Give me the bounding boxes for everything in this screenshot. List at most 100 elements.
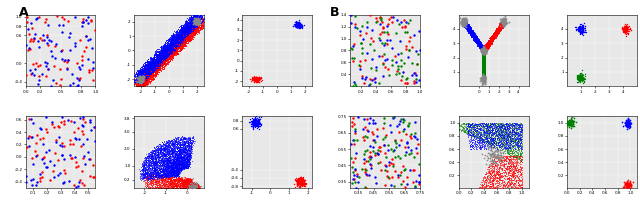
Point (175, 35, 185, 39)
Point (514, 144, 524, 147)
Point (488, 142, 499, 145)
Point (168, 48, 179, 52)
Point (480, 78, 490, 81)
Point (186, 187, 196, 190)
Point (173, 147, 184, 150)
Point (478, 75, 488, 78)
Point (467, 33, 477, 37)
Point (150, 67, 161, 70)
Point (253, 118, 264, 121)
Point (181, 147, 191, 150)
Point (153, 187, 163, 191)
Point (506, 158, 516, 162)
Point (179, 199, 189, 203)
Point (182, 38, 193, 41)
Point (154, 70, 164, 73)
Point (489, 145, 499, 148)
Point (181, 34, 191, 37)
Point (493, 133, 503, 136)
Point (161, 208, 171, 209)
Point (157, 52, 167, 56)
Point (161, 160, 172, 164)
Point (189, 28, 200, 31)
Point (462, 122, 472, 125)
Point (156, 57, 166, 61)
Point (179, 144, 189, 148)
Point (186, 32, 196, 36)
Point (496, 24, 506, 27)
Point (175, 48, 186, 51)
Point (144, 68, 154, 71)
Point (171, 48, 181, 51)
Point (195, 19, 205, 23)
Point (460, 19, 470, 23)
Point (494, 172, 504, 175)
Point (169, 53, 179, 56)
Point (148, 75, 158, 78)
Point (479, 130, 489, 133)
Point (175, 147, 186, 150)
Point (148, 76, 158, 79)
Point (170, 182, 180, 185)
Point (136, 70, 147, 74)
Point (506, 138, 516, 141)
Point (57, 145, 67, 148)
Point (164, 159, 175, 163)
Point (150, 163, 161, 167)
Point (164, 52, 175, 55)
Point (479, 59, 489, 62)
Point (195, 208, 205, 209)
Point (154, 65, 164, 68)
Point (170, 164, 180, 167)
Point (492, 132, 502, 136)
Point (480, 69, 490, 72)
Point (247, 120, 257, 124)
Point (171, 48, 181, 52)
Point (159, 60, 169, 63)
Point (182, 189, 192, 192)
Point (195, 13, 205, 16)
Point (166, 173, 176, 177)
Point (458, 19, 468, 22)
Point (150, 155, 160, 158)
Point (174, 175, 184, 178)
Point (156, 204, 166, 208)
Point (177, 33, 188, 36)
Point (253, 78, 263, 82)
Point (460, 22, 470, 25)
Point (166, 180, 176, 183)
Point (70, 41, 80, 45)
Point (250, 122, 260, 125)
Point (490, 139, 500, 143)
Point (175, 157, 185, 160)
Point (177, 161, 188, 165)
Point (188, 136, 198, 139)
Point (461, 22, 471, 25)
Point (157, 63, 167, 66)
Point (175, 193, 186, 196)
Point (161, 140, 172, 144)
Point (152, 159, 163, 162)
Point (144, 79, 154, 82)
Point (486, 40, 497, 43)
Point (472, 42, 482, 45)
Point (156, 49, 166, 52)
Point (169, 175, 179, 178)
Point (502, 142, 512, 145)
Point (178, 158, 188, 162)
Point (160, 201, 170, 204)
Point (165, 154, 175, 157)
Point (499, 21, 509, 24)
Point (170, 155, 180, 158)
Point (486, 36, 497, 39)
Point (152, 164, 162, 167)
Point (165, 45, 175, 48)
Point (142, 73, 152, 76)
Point (157, 57, 167, 60)
Point (194, 21, 204, 25)
Point (139, 86, 149, 89)
Point (189, 23, 200, 26)
Point (484, 143, 495, 146)
Point (180, 28, 190, 32)
Point (164, 144, 175, 148)
